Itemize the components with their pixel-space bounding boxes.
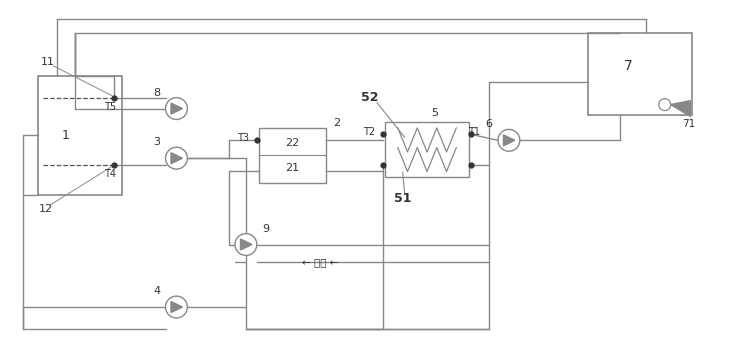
Text: 11: 11 bbox=[40, 57, 54, 67]
Circle shape bbox=[235, 234, 257, 256]
Text: 6: 6 bbox=[486, 119, 493, 130]
Text: 2: 2 bbox=[333, 118, 340, 128]
Text: T5: T5 bbox=[104, 102, 116, 112]
Circle shape bbox=[166, 296, 187, 318]
Polygon shape bbox=[241, 239, 252, 250]
Bar bbox=[37, 76, 122, 195]
Polygon shape bbox=[171, 302, 183, 313]
Text: 51: 51 bbox=[394, 192, 412, 205]
Text: T1: T1 bbox=[468, 127, 480, 137]
Text: 5: 5 bbox=[432, 107, 438, 118]
Text: 4: 4 bbox=[153, 286, 160, 296]
Polygon shape bbox=[504, 135, 515, 146]
Text: 52: 52 bbox=[361, 91, 379, 104]
Text: T2: T2 bbox=[363, 127, 375, 137]
Text: 8: 8 bbox=[153, 88, 160, 98]
Circle shape bbox=[498, 130, 520, 151]
Circle shape bbox=[166, 98, 187, 119]
Text: 12: 12 bbox=[38, 204, 53, 214]
Text: 3: 3 bbox=[153, 137, 160, 147]
Text: T4: T4 bbox=[104, 169, 116, 179]
Text: T3: T3 bbox=[237, 133, 249, 143]
Polygon shape bbox=[171, 103, 183, 114]
Text: 7: 7 bbox=[623, 59, 632, 73]
Bar bbox=[259, 128, 327, 183]
Text: 22: 22 bbox=[286, 138, 299, 148]
Circle shape bbox=[658, 99, 671, 111]
Polygon shape bbox=[671, 100, 691, 116]
Text: 21: 21 bbox=[286, 163, 299, 173]
Circle shape bbox=[166, 147, 187, 169]
Text: 71: 71 bbox=[682, 119, 695, 130]
Text: ← 末端 ←: ← 末端 ← bbox=[302, 257, 338, 268]
Text: 1: 1 bbox=[62, 129, 69, 142]
Polygon shape bbox=[171, 153, 183, 164]
Bar bbox=[588, 33, 692, 115]
Bar bbox=[385, 122, 469, 177]
Text: 9: 9 bbox=[262, 223, 269, 234]
